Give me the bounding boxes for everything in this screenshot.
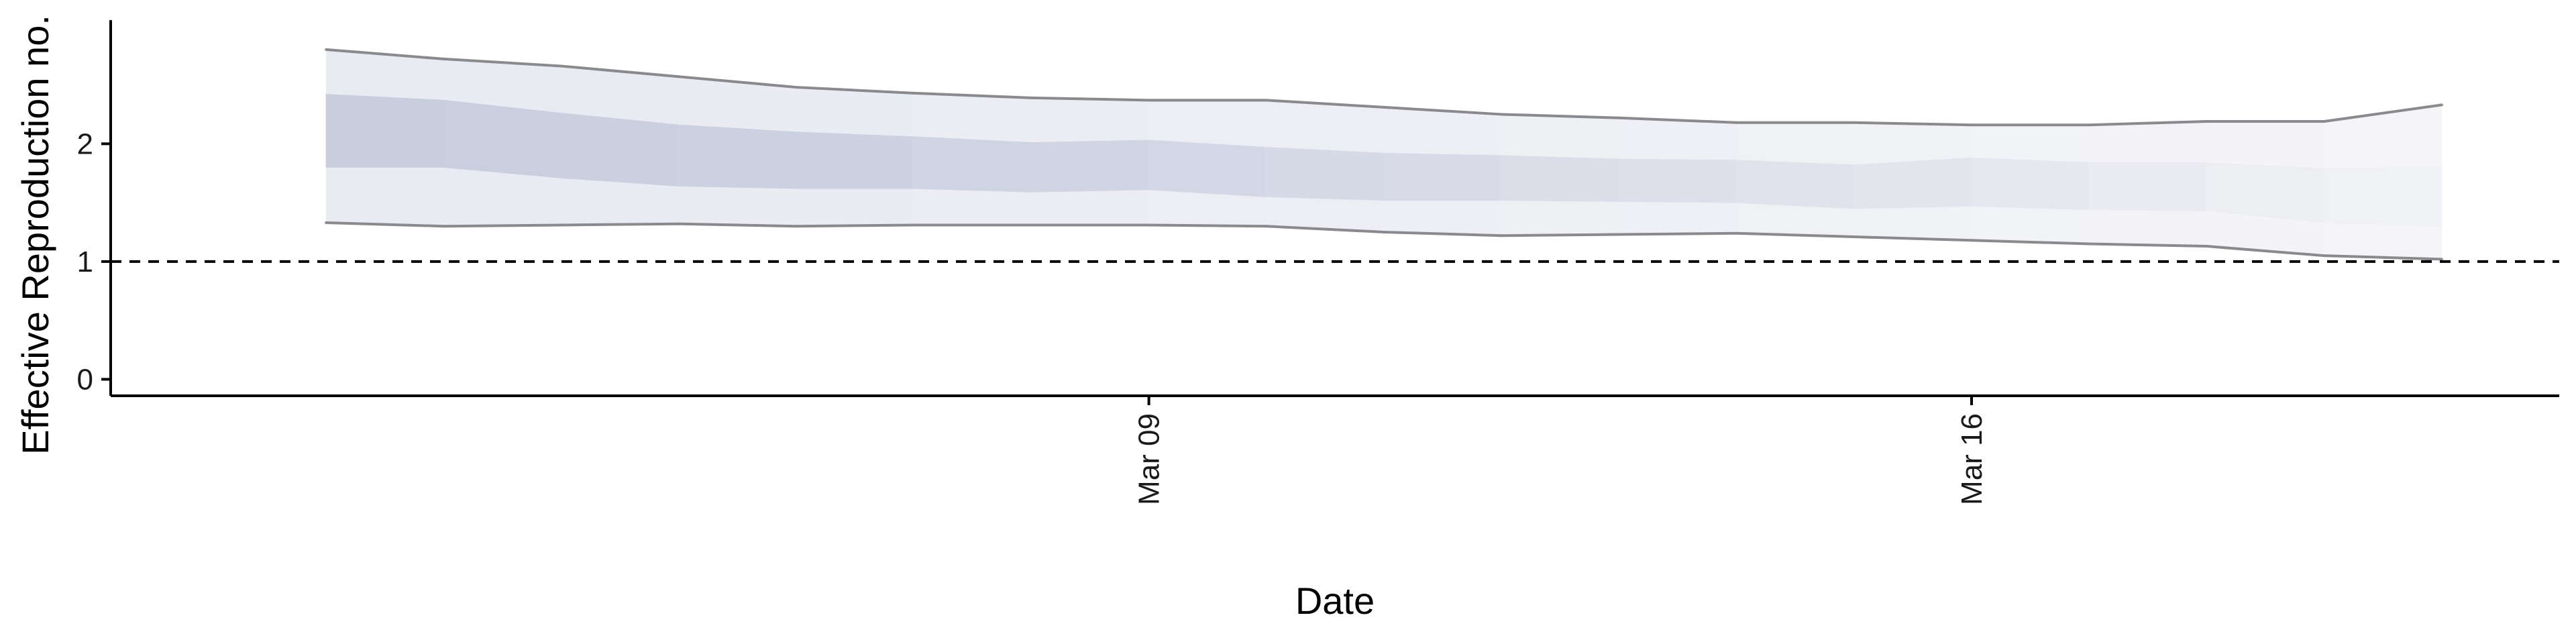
inner-band-segment [1148, 140, 1267, 197]
outer-lower-line-segment [2088, 242, 2208, 248]
y-tick-label: 0 [77, 363, 93, 396]
outer-lower-line-segment [2205, 245, 2326, 258]
inner-band-segment [1618, 158, 1737, 203]
inner-band-segment [1501, 155, 1619, 202]
inner-band-segment [561, 113, 680, 187]
outer-lower-line-segment [1500, 233, 1621, 237]
y-axis-title: Effective Reproduction no. [14, 15, 56, 455]
y-tick-label: 1 [77, 246, 93, 278]
outer-interval-lines [325, 48, 2443, 261]
outer-lower-line-segment [1970, 239, 2091, 246]
outer-upper-line-segment [795, 86, 916, 95]
outer-lower-line-segment [1735, 231, 1856, 239]
outer-upper-line-segment [1383, 105, 1503, 116]
outer-lower-line-segment [1383, 230, 1503, 237]
outer-lower-line-segment [795, 223, 916, 228]
outer-upper-line-segment [559, 64, 680, 78]
outer-upper-line-segment [1852, 121, 1973, 127]
credible-interval-bands [325, 49, 2443, 260]
outer-upper-line-segment [912, 91, 1033, 99]
outer-lower-line-segment [1265, 225, 1385, 233]
inner-band-segment [1854, 157, 1972, 209]
inner-band-segment [1383, 152, 1502, 201]
inner-band-segment [678, 124, 797, 189]
outer-upper-line-segment [1500, 113, 1621, 119]
outer-lower-line-segment [1617, 231, 1738, 236]
outer-lower-line-segment [1852, 235, 1973, 242]
inner-band-segment [2324, 166, 2443, 227]
inner-band-segment [913, 136, 1032, 193]
x-tick-label: Mar 16 [1955, 413, 1988, 505]
outer-upper-line-segment [1617, 116, 1738, 124]
inner-band-segment [1971, 157, 2090, 211]
outer-lower-line-segment [677, 222, 798, 228]
outer-upper-line-segment [442, 57, 563, 68]
x-tick-label: Mar 09 [1133, 413, 1166, 505]
outer-upper-line-segment [2088, 119, 2208, 127]
x-axis-title: Date [1295, 580, 1375, 622]
y-tick-label: 2 [77, 127, 93, 160]
outer-lower-line-segment [325, 221, 445, 228]
outer-upper-line-segment [1030, 96, 1150, 102]
inner-band-segment [1266, 147, 1385, 201]
outer-upper-line-segment [1265, 99, 1385, 109]
inner-band-segment [1736, 160, 1855, 209]
inner-band-segment [325, 94, 444, 168]
axes: 0 1 2 Mar 09 Mar 16 [77, 20, 2559, 505]
outer-lower-line-segment [559, 222, 680, 227]
inner-band-segment [2088, 162, 2207, 211]
inner-band-segment [443, 99, 562, 178]
outer-lower-line-segment [1147, 223, 1268, 228]
outer-upper-line-segment [325, 48, 445, 60]
outer-lower-line-segment [2322, 254, 2443, 261]
outer-lower-line-segment [442, 223, 563, 228]
outer-upper-line-segment [677, 75, 798, 89]
inner-band-segment [1030, 140, 1150, 193]
inner-band-segment [796, 131, 914, 189]
outer-upper-line-segment [2322, 103, 2443, 123]
